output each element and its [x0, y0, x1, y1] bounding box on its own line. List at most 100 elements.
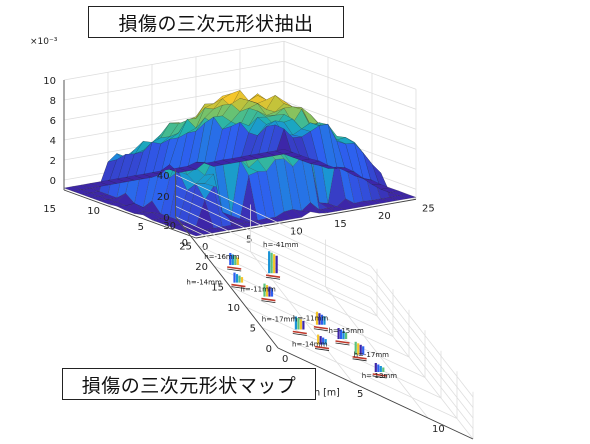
map-z-tick-label: 40 [157, 171, 170, 182]
map-y-axis-line [175, 216, 279, 349]
grid-line [261, 327, 458, 419]
surface-exponent-label: ×10⁻³ [30, 37, 58, 47]
y-tick-label: 0 [182, 238, 188, 249]
damage-marker-bar [231, 254, 234, 265]
damage-marker-bar [379, 366, 382, 372]
damage-marker [261, 283, 276, 303]
damage-marker-bar [342, 331, 345, 339]
grid-line [370, 307, 474, 440]
z-axis-corner-label: 15 [43, 204, 56, 215]
map-title: 損傷の三次元形状マップ [62, 368, 316, 400]
damage-marker [292, 316, 307, 336]
x-tick-label: 25 [422, 203, 435, 214]
damage-marker-base [265, 274, 281, 279]
grid-line [370, 297, 474, 429]
damage-marker [372, 363, 387, 379]
damage-marker-bar [299, 319, 302, 330]
grid-line [175, 205, 371, 298]
map-y-tick-label: 5 [250, 324, 256, 335]
x-tick-label: 20 [378, 211, 391, 222]
map-z-tick-label: 0 [163, 213, 169, 224]
map-x-tick-label: 5 [357, 389, 363, 400]
z-tick-label: 10 [43, 76, 56, 87]
damage-marker-bar [377, 364, 380, 372]
damage-marker-bar [374, 363, 377, 372]
damage-marker-shadow [261, 300, 276, 303]
damage-marker-base [372, 373, 387, 377]
map-y-tick-label: 0 [266, 344, 272, 355]
damage-label: h=-41mm [263, 241, 299, 249]
grid-line [283, 100, 417, 150]
damage-label: h=-16mm [204, 253, 240, 261]
damage-marker-bar [317, 334, 320, 345]
damage-marker-bar [315, 311, 319, 325]
surface-plot-mesh [63, 90, 417, 237]
grid-line [63, 80, 285, 121]
grid-line [283, 80, 417, 130]
grid-line [213, 265, 410, 358]
map-y-tick-label: 10 [227, 303, 240, 314]
damage-marker-bar [382, 367, 385, 372]
damage-marker [335, 328, 350, 346]
damage-marker-bar [265, 285, 269, 297]
x-tick-label: 5 [246, 234, 252, 245]
damage-label: h=-11mm [240, 286, 276, 294]
damage-marker-shadow [372, 375, 387, 379]
z-tick-label: 2 [50, 156, 56, 167]
damage-marker [227, 253, 242, 272]
damage-marker-base [352, 356, 367, 360]
damage-marker-bar [229, 253, 232, 265]
z-tick-label: 4 [50, 136, 56, 147]
damage-marker [314, 334, 330, 351]
damage-marker-shadow [315, 348, 330, 351]
grid-line [370, 276, 474, 408]
damage-marker-bar [319, 336, 322, 345]
damage-marker [352, 341, 367, 362]
grid-line [229, 286, 426, 378]
damage-marker-shadow [292, 333, 307, 336]
map-y-tick-label: 25 [179, 242, 192, 253]
damage-label: h=-17mm [262, 316, 298, 324]
damage-marker-bar [340, 329, 343, 339]
damage-marker-base [292, 330, 307, 335]
damage-marker [265, 251, 281, 280]
damage-marker-bar [270, 288, 274, 297]
damage-marker-base [261, 297, 276, 302]
damage-marker-bar [323, 316, 326, 325]
damage-marker-bar [302, 321, 305, 330]
damage-marker-bar [320, 314, 324, 325]
damage-marker-bar [345, 332, 348, 339]
grid-line [175, 174, 371, 267]
damage-map-grid [175, 169, 474, 440]
damage-marker-base [231, 283, 246, 288]
grid-line [245, 306, 442, 399]
map-z-tick-label: 20 [157, 192, 170, 203]
damage-marker-bar [297, 318, 300, 330]
damage-marker-bar [337, 328, 340, 339]
damage-label: h=-15mm [329, 327, 365, 335]
damage-marker-bar [275, 255, 278, 274]
grid-line [283, 40, 417, 90]
surface-facet [274, 149, 294, 155]
map-x-axis-line [277, 347, 474, 440]
y-tick-label: 5 [138, 222, 144, 233]
damage-marker-bar [294, 316, 297, 330]
damage-marker-bar [263, 283, 266, 297]
damage-marker-bar [268, 251, 271, 274]
grid-line [283, 60, 417, 110]
damage-marker-bar [233, 272, 236, 283]
x-tick-label: 10 [290, 227, 303, 238]
map-y-tick-label: 15 [211, 283, 224, 294]
damage-marker-shadow [335, 342, 350, 346]
damage-label: h=-13mm [362, 372, 398, 380]
damage-marker-bar [235, 274, 239, 283]
damage-marker-shadow [352, 358, 367, 362]
damage-marker-shadow [231, 286, 246, 289]
damage-marker-bar [359, 344, 362, 355]
damage-marker-base [313, 325, 328, 330]
damage-label: h=-11mm [293, 315, 329, 323]
surface-title: 損傷の三次元形状抽出 [88, 6, 344, 38]
damage-marker-bar [324, 339, 327, 345]
damage-marker-base [335, 340, 350, 344]
